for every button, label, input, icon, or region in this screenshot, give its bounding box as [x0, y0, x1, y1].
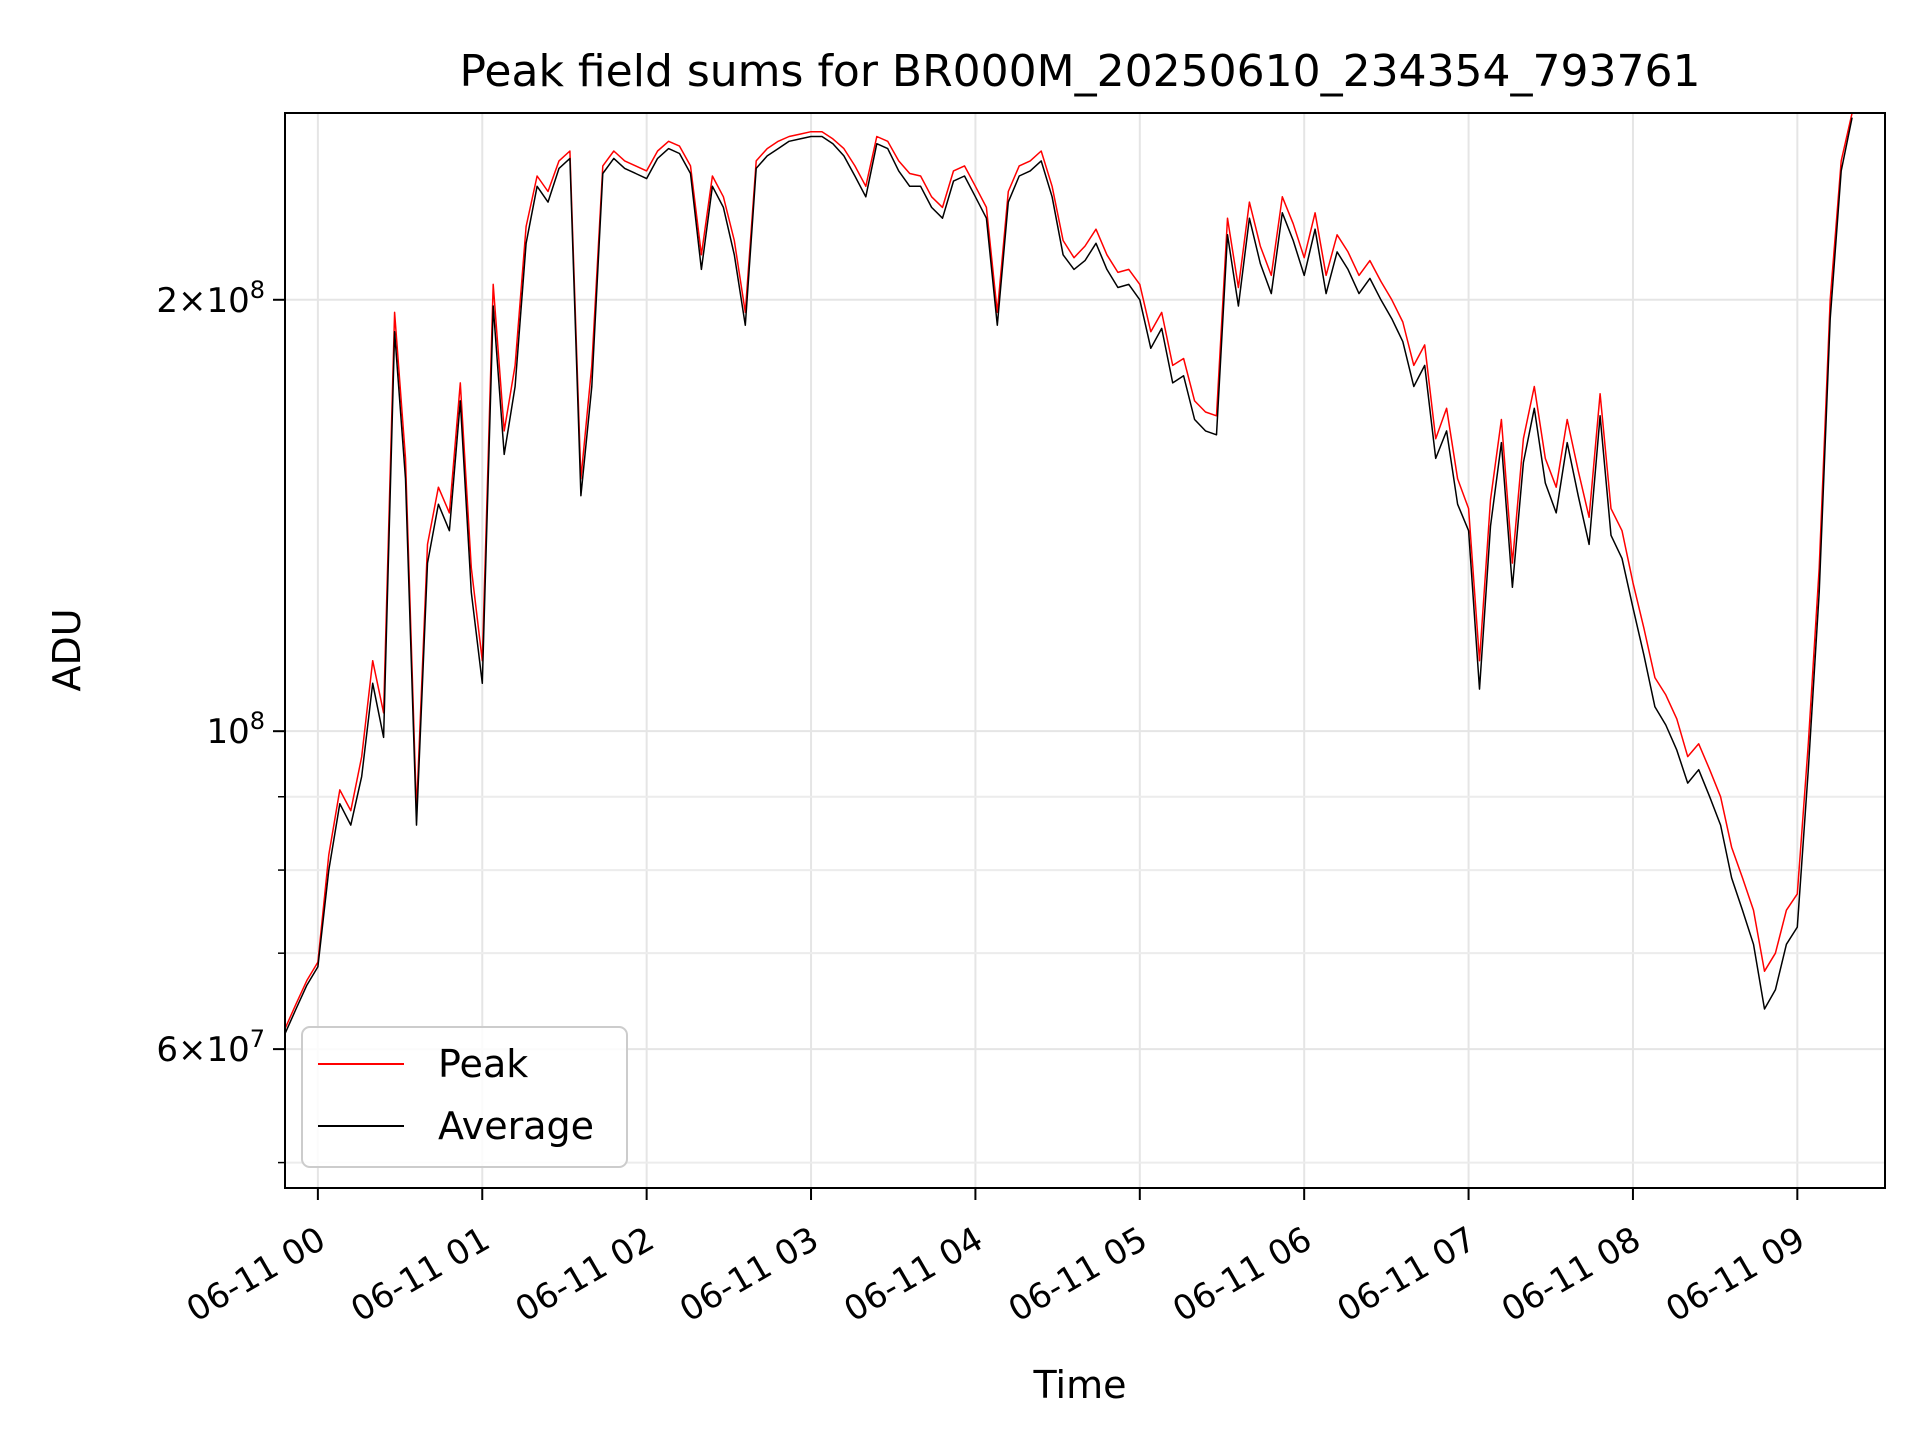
series-line-average [285, 117, 1853, 1035]
grid [285, 113, 1885, 1188]
legend-label-peak: Peak [438, 1042, 528, 1086]
series-line-peak [285, 113, 1853, 1030]
y-tick-label: 2×108 [156, 276, 265, 321]
y-tick-label: 108 [206, 707, 265, 752]
legend-box [301, 1026, 628, 1168]
legend-label-average: Average [438, 1104, 594, 1148]
chart-title: Peak field sums for BR000M_20250610_2343… [459, 46, 1700, 97]
y-tick-label: 6×107 [156, 1025, 265, 1070]
legend: Peak Average [301, 1026, 628, 1168]
y-axis: 2×108 108 6×107 [156, 276, 285, 1164]
series-lines [285, 113, 1853, 1035]
plot-frame [284, 112, 1886, 1189]
x-axis-label: Time [1033, 1363, 1127, 1407]
y-axis-label: ADU [45, 608, 89, 691]
